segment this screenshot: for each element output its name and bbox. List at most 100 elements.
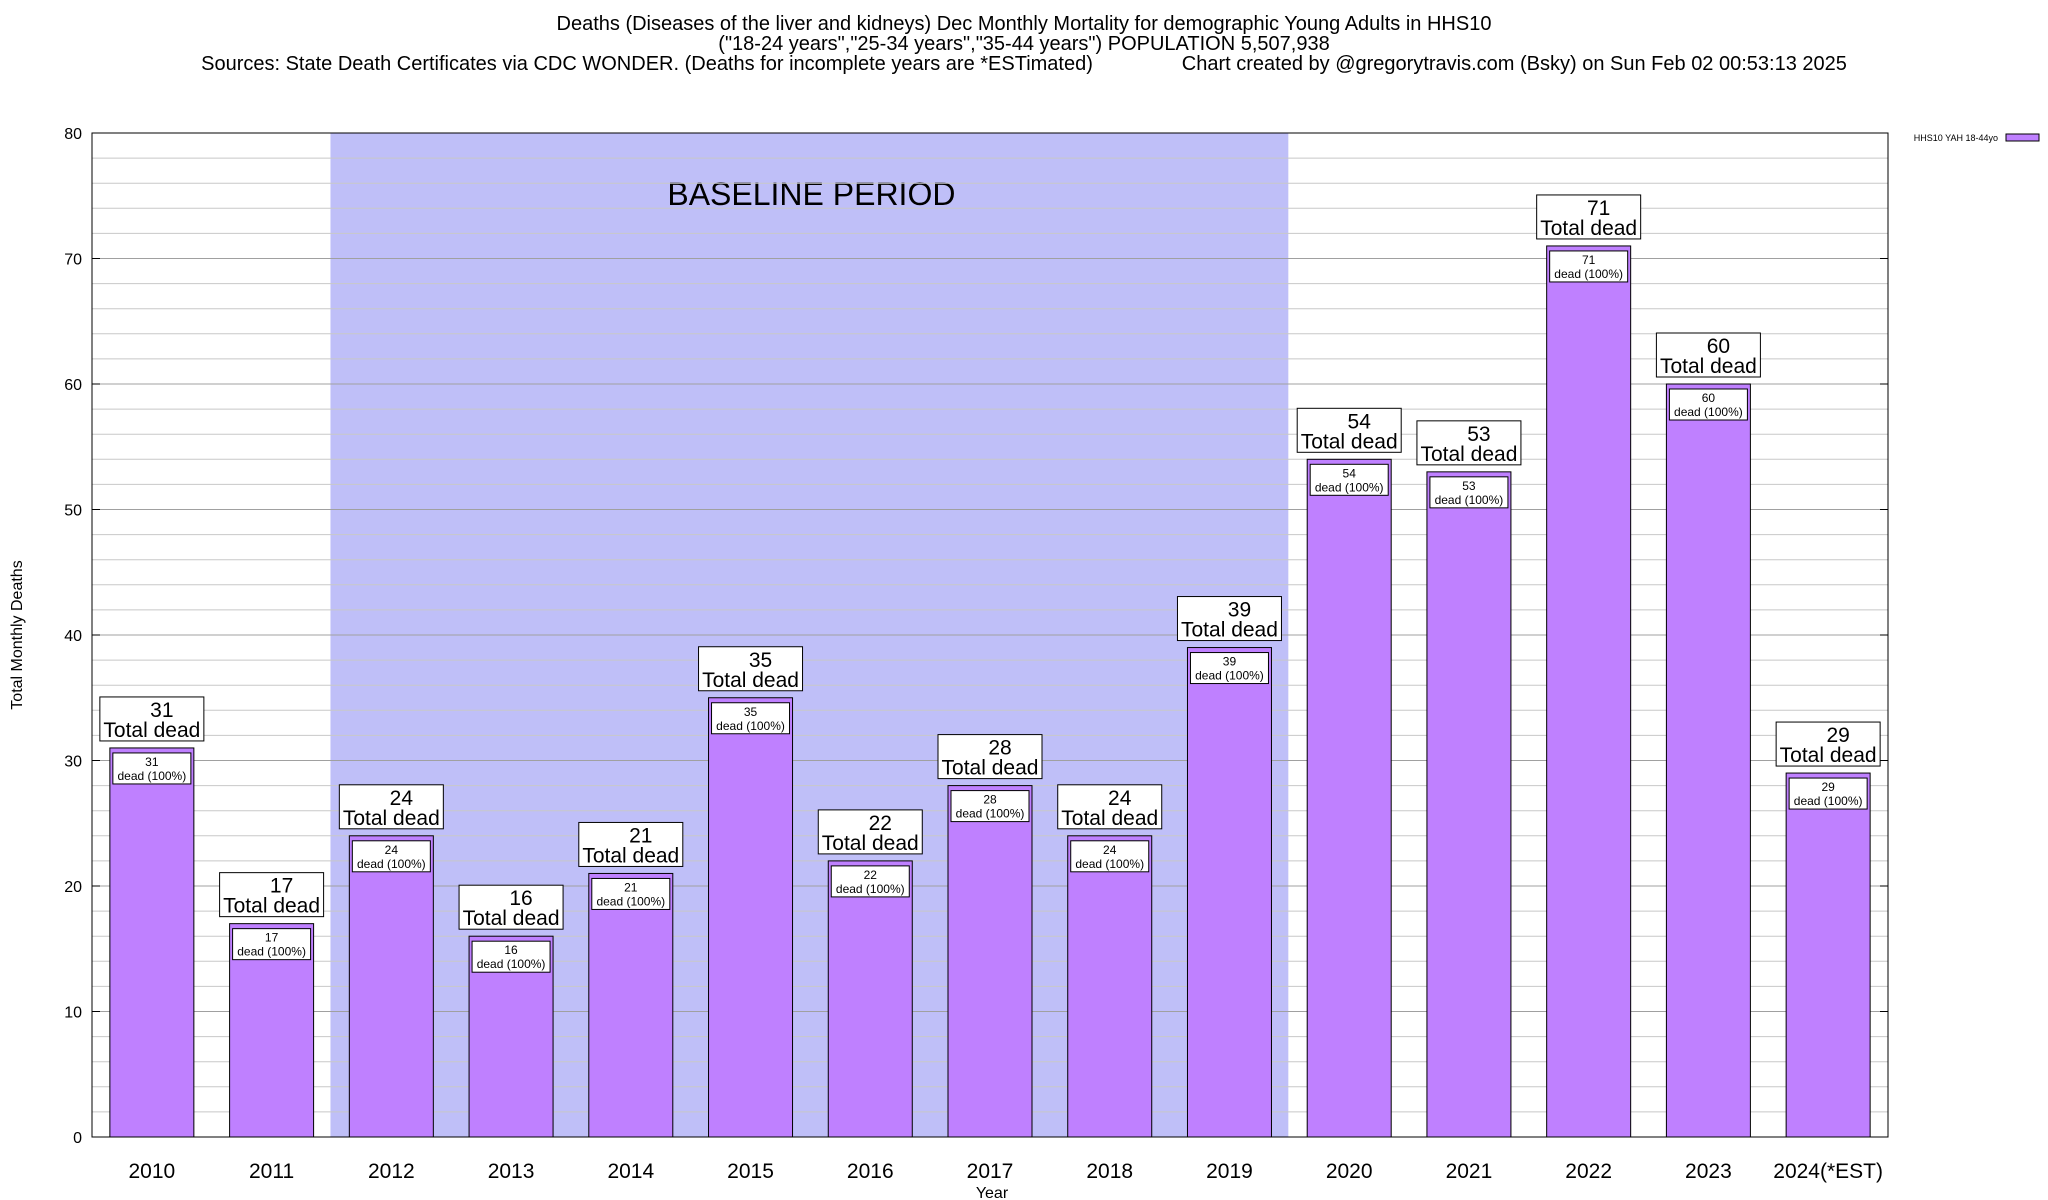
total-label-box-2023 bbox=[1655, 332, 1761, 378]
inner-value-label-2023: 60 bbox=[1702, 391, 1716, 405]
inner-value-label-2012: 24 bbox=[385, 843, 399, 857]
bar-2017 bbox=[947, 785, 1033, 1138]
total-value-label-2017: 28 bbox=[988, 737, 1011, 760]
inner-dead-label-2019: dead (100%) bbox=[1195, 669, 1264, 683]
total-dead-label-2011: Total dead bbox=[223, 895, 320, 918]
total-dead-label-2019: Total dead bbox=[1181, 619, 1278, 642]
y-tick-label-0: 0 bbox=[73, 1130, 82, 1147]
axes-layer: 2010 2011 2012 2013 2014 2015 2016 2017 2018 2019… bbox=[9, 126, 1889, 1200]
total-dead-label-2022: Total dead bbox=[1540, 217, 1637, 240]
x-tick-label-2023: 2023 bbox=[1685, 1160, 1732, 1183]
inner-label-box-2010 bbox=[112, 752, 192, 785]
inner-value-label-2011: 17 bbox=[265, 931, 279, 945]
inner-label-box-2015 bbox=[711, 702, 791, 735]
inner-dead-label-2020: dead (100%) bbox=[1315, 480, 1384, 494]
total-value-label-2020: 54 bbox=[1348, 410, 1372, 433]
inner-label-box-2011 bbox=[232, 928, 312, 961]
inner-label-box-2023 bbox=[1668, 388, 1748, 421]
legend-swatch bbox=[2005, 133, 2040, 142]
x-tick-label-2021: 2021 bbox=[1446, 1160, 1493, 1183]
inner-dead-label-2021: dead (100%) bbox=[1435, 493, 1504, 507]
total-value-label-2011: 17 bbox=[270, 875, 293, 898]
inner-value-label-2018: 24 bbox=[1103, 843, 1117, 857]
total-value-label-2010: 31 bbox=[150, 699, 173, 722]
inner-value-label-2015: 35 bbox=[744, 705, 758, 719]
total-value-label-2012: 24 bbox=[390, 787, 414, 810]
y-tick-label-30: 30 bbox=[64, 754, 82, 771]
total-value-label-2014: 21 bbox=[629, 824, 652, 847]
inner-value-label-2013: 16 bbox=[504, 943, 518, 957]
total-dead-label-2016: Total dead bbox=[822, 832, 919, 855]
total-label-box-2022 bbox=[1536, 194, 1642, 240]
total-label-box-2018 bbox=[1057, 784, 1163, 830]
legend: HHS10 YAH 18-44yo bbox=[1914, 133, 2040, 143]
total-value-label-2016: 22 bbox=[869, 812, 892, 835]
bar-2018 bbox=[1067, 835, 1153, 1138]
inner-label-box-2019 bbox=[1189, 652, 1269, 685]
inner-value-label-2022: 71 bbox=[1582, 253, 1596, 267]
total-label-box-2012 bbox=[338, 784, 444, 830]
total-value-label-2023: 60 bbox=[1707, 335, 1730, 358]
inner-dead-label-2022: dead (100%) bbox=[1554, 267, 1623, 281]
x-tick-label-2015: 2015 bbox=[727, 1160, 774, 1183]
y-tick-label-60: 60 bbox=[64, 377, 82, 394]
inner-dead-label-2024(*EST): dead (100%) bbox=[1794, 794, 1863, 808]
inner-dead-label-2014: dead (100%) bbox=[596, 894, 665, 908]
total-value-label-2021: 53 bbox=[1467, 423, 1490, 446]
bar-2020 bbox=[1306, 458, 1392, 1138]
total-label-box-2014 bbox=[578, 821, 684, 867]
inner-dead-label-2011: dead (100%) bbox=[237, 945, 306, 959]
total-dead-label-2024(*EST): Total dead bbox=[1780, 744, 1877, 767]
y-tick-label-70: 70 bbox=[64, 252, 82, 269]
total-dead-label-2021: Total dead bbox=[1420, 443, 1517, 466]
inner-label-box-2022 bbox=[1549, 250, 1629, 283]
bar-2019 bbox=[1186, 647, 1272, 1138]
inner-dead-label-2015: dead (100%) bbox=[716, 719, 785, 733]
total-dead-label-2012: Total dead bbox=[343, 807, 440, 830]
inner-value-label-2014: 21 bbox=[624, 880, 638, 894]
bar-2024(*EST) bbox=[1785, 772, 1871, 1138]
inner-value-label-2021: 53 bbox=[1462, 479, 1476, 493]
inner-label-box-2024(*EST) bbox=[1788, 777, 1868, 810]
x-tick-label-2014: 2014 bbox=[607, 1160, 654, 1183]
total-label-box-2013 bbox=[458, 884, 564, 930]
total-label-box-2016 bbox=[817, 809, 923, 855]
total-value-label-2022: 71 bbox=[1587, 197, 1610, 220]
title-line-3: Sources: State Death Certificates via CD… bbox=[201, 53, 1847, 75]
title-line-1: Deaths (Diseases of the liver and kidney… bbox=[556, 13, 1492, 35]
bar-2012 bbox=[348, 835, 434, 1138]
inner-value-label-2019: 39 bbox=[1223, 655, 1237, 669]
total-value-label-2024(*EST): 29 bbox=[1826, 724, 1849, 747]
inner-dead-label-2017: dead (100%) bbox=[956, 807, 1025, 821]
x-tick-label-2017: 2017 bbox=[967, 1160, 1014, 1183]
total-label-box-2010 bbox=[99, 696, 205, 742]
total-value-label-2018: 24 bbox=[1108, 787, 1132, 810]
y-tick-label-80: 80 bbox=[64, 126, 82, 143]
total-label-box-2021 bbox=[1416, 420, 1522, 466]
inner-value-label-2016: 22 bbox=[864, 868, 878, 882]
total-dead-label-2018: Total dead bbox=[1061, 807, 1158, 830]
bar-2010 bbox=[109, 747, 195, 1138]
x-tick-label-2013: 2013 bbox=[488, 1160, 535, 1183]
inner-label-box-2013 bbox=[471, 940, 551, 973]
bar-2021 bbox=[1426, 471, 1512, 1138]
inner-dead-label-2018: dead (100%) bbox=[1075, 857, 1144, 871]
y-axis-label: Total Monthly Deaths bbox=[9, 560, 26, 709]
total-dead-label-2015: Total dead bbox=[702, 669, 799, 692]
bar-2022 bbox=[1546, 245, 1632, 1138]
x-tick-label-2012: 2012 bbox=[368, 1160, 415, 1183]
total-label-box-2024(*EST) bbox=[1775, 721, 1881, 767]
inner-dead-label-2016: dead (100%) bbox=[836, 882, 905, 896]
inner-dead-label-2010: dead (100%) bbox=[118, 769, 187, 783]
inner-label-box-2021 bbox=[1429, 476, 1509, 509]
total-label-box-2015 bbox=[698, 646, 804, 692]
inner-label-box-2012 bbox=[351, 840, 431, 873]
total-label-box-2011 bbox=[219, 872, 325, 918]
total-value-label-2015: 35 bbox=[749, 649, 772, 672]
x-tick-label-2011: 2011 bbox=[249, 1160, 294, 1183]
x-tick-label-2016: 2016 bbox=[847, 1160, 894, 1183]
baseline-label: BASELINE PERIOD bbox=[667, 176, 955, 212]
x-tick-label-2010: 2010 bbox=[129, 1160, 176, 1183]
title-line-2: ("18-24 years","25-34 years","35-44 year… bbox=[718, 33, 1330, 55]
